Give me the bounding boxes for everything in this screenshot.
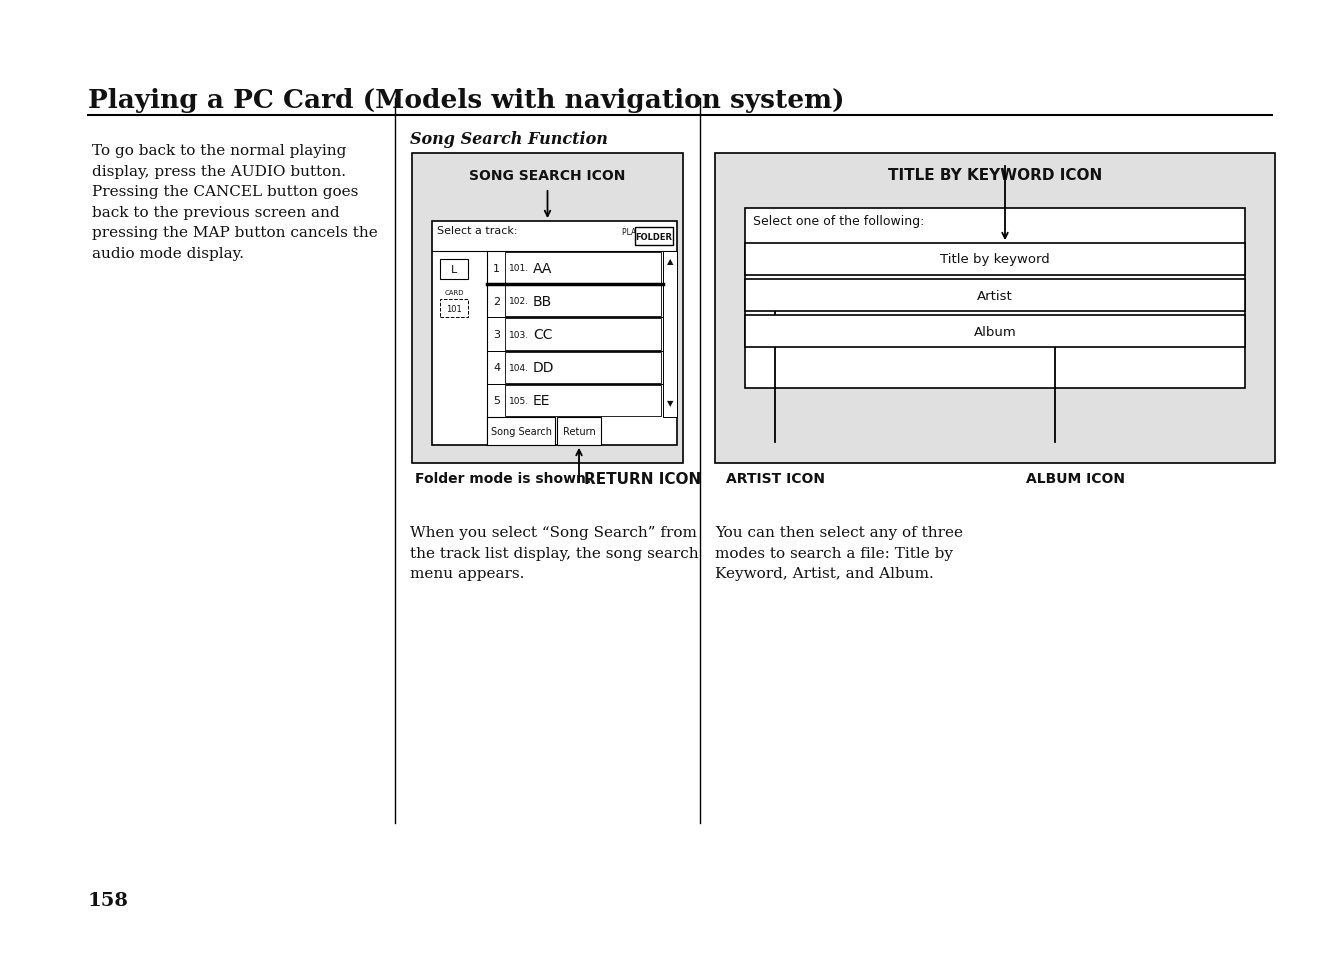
Bar [557, 417, 601, 446]
Bar [505, 253, 661, 284]
Text: CC: CC [533, 328, 553, 341]
Bar [432, 222, 677, 446]
Text: 158: 158 [88, 891, 129, 909]
Text: 101: 101 [446, 304, 462, 314]
Bar [440, 260, 468, 280]
Text: Title by keyword: Title by keyword [940, 253, 1050, 266]
Text: EE: EE [533, 394, 550, 408]
Text: 4: 4 [493, 363, 500, 373]
Text: Folder mode is shown.: Folder mode is shown. [416, 472, 591, 485]
Text: 1: 1 [493, 263, 500, 274]
Text: Artist: Artist [978, 289, 1012, 302]
Text: 2: 2 [493, 296, 500, 307]
Text: Album: Album [974, 325, 1016, 338]
Text: L: L [450, 265, 457, 274]
Bar [745, 244, 1245, 275]
Text: ▼: ▼ [667, 399, 673, 408]
Text: Playing a PC Card (Models with navigation system): Playing a PC Card (Models with navigatio… [88, 88, 844, 112]
Text: To go back to the normal playing
display, press the AUDIO button.
Pressing the C: To go back to the normal playing display… [92, 144, 378, 261]
Bar [488, 417, 555, 446]
Text: ARTIST ICON: ARTIST ICON [726, 472, 825, 485]
Bar [745, 280, 1245, 312]
Text: 102.: 102. [509, 297, 529, 306]
Text: CARD: CARD [445, 290, 464, 295]
Bar [412, 153, 683, 463]
Bar [635, 228, 673, 246]
Bar [505, 353, 661, 383]
Text: PLAY MODE: PLAY MODE [622, 228, 666, 236]
Bar [505, 385, 661, 416]
Bar [715, 153, 1275, 463]
Text: 101.: 101. [509, 264, 529, 273]
Text: When you select “Song Search” from
the track list display, the song search
menu : When you select “Song Search” from the t… [410, 525, 698, 580]
Text: 103.: 103. [509, 330, 529, 339]
Text: 5: 5 [493, 396, 500, 406]
Text: Song Search Function: Song Search Function [410, 131, 607, 148]
Text: ALBUM ICON: ALBUM ICON [1026, 472, 1124, 485]
Bar [505, 286, 661, 317]
Text: DD: DD [533, 361, 554, 375]
Text: You can then select any of three
modes to search a file: Title by
Keyword, Artis: You can then select any of three modes t… [715, 525, 963, 580]
Text: Song Search: Song Search [490, 427, 551, 436]
Text: Select one of the following:: Select one of the following: [753, 214, 924, 228]
Text: 105.: 105. [509, 396, 529, 405]
Text: 104.: 104. [509, 363, 529, 373]
Text: BB: BB [533, 294, 553, 309]
Text: Select a track:: Select a track: [437, 226, 518, 235]
Text: SONG SEARCH ICON: SONG SEARCH ICON [469, 169, 626, 183]
Text: Return: Return [562, 427, 595, 436]
Bar [440, 299, 468, 317]
Text: 3: 3 [493, 330, 500, 339]
Bar [745, 315, 1245, 348]
Text: ▲: ▲ [667, 257, 673, 266]
Bar [745, 209, 1245, 389]
Text: TITLE BY KEYWORD ICON: TITLE BY KEYWORD ICON [888, 169, 1102, 183]
Text: AA: AA [533, 261, 553, 275]
Text: RETURN ICON: RETURN ICON [583, 472, 701, 486]
Bar [663, 252, 677, 417]
Bar [505, 319, 661, 351]
Text: FOLDER: FOLDER [635, 233, 673, 241]
